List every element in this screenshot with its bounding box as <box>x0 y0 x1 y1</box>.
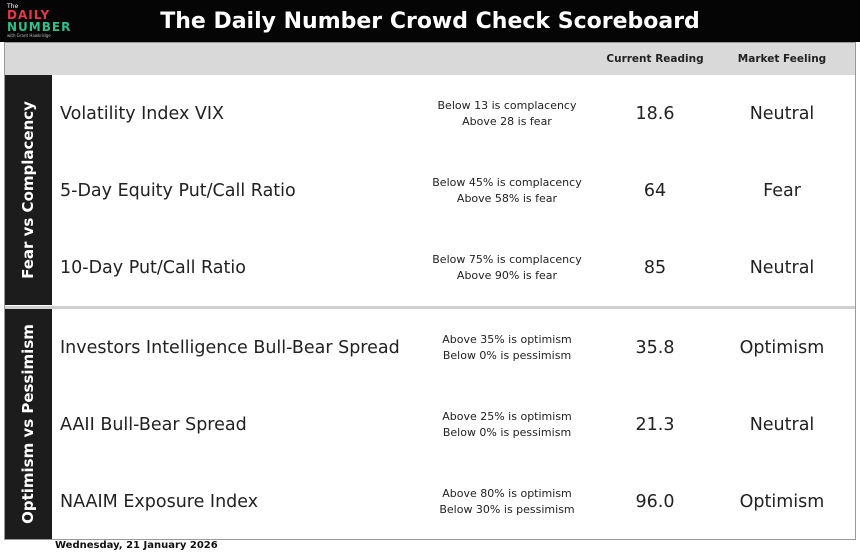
reading: 85 <box>643 257 667 278</box>
feeling: Optimism <box>739 491 825 512</box>
reading: 64 <box>643 180 667 201</box>
feeling: Neutral <box>749 103 815 124</box>
reading: 96.0 <box>635 491 675 512</box>
indicator: AAII Bull-Bear Spread <box>60 414 247 435</box>
date: Wednesday, 21 January 2026 <box>55 540 218 551</box>
logo-text: DAILY <box>7 8 51 22</box>
section-band <box>5 75 52 305</box>
threshold: Above 58% is fear <box>456 191 558 205</box>
reading: 18.6 <box>635 103 675 124</box>
threshold: Above 80% is optimism <box>442 486 572 500</box>
section-band <box>5 309 52 539</box>
feeling: Fear <box>763 180 801 201</box>
threshold: Above 28 is fear <box>462 114 552 128</box>
threshold: Below 13 is complacency <box>437 98 577 112</box>
title-bar <box>0 0 860 42</box>
feeling: Optimism <box>739 337 825 358</box>
threshold: Below 75% is complacency <box>432 252 582 266</box>
indicator: 5-Day Equity Put/Call Ratio <box>60 180 296 201</box>
threshold: Below 45% is complacency <box>432 175 582 189</box>
feeling: Neutral <box>749 414 815 435</box>
logo-tagline: with Grant Hawkridge <box>7 33 51 38</box>
indicator: 10-Day Put/Call Ratio <box>60 257 246 278</box>
table-frame <box>4 42 856 540</box>
title: The Daily Number Crowd Check Scoreboard <box>160 9 700 34</box>
indicator: Investors Intelligence Bull-Bear Spread <box>60 337 400 358</box>
threshold: Below 0% is pessimism <box>442 425 572 439</box>
reading: 35.8 <box>635 337 675 358</box>
logo-text: The <box>7 3 19 10</box>
section-label: Optimism vs Pessimism <box>19 324 37 524</box>
threshold: Below 30% is pessimism <box>439 502 575 516</box>
threshold: Above 35% is optimism <box>442 332 572 346</box>
column-header: Current Reading <box>606 53 704 65</box>
threshold: Below 0% is pessimism <box>442 348 572 362</box>
threshold: Above 25% is optimism <box>442 409 572 423</box>
reading: 21.3 <box>635 414 675 435</box>
feeling: Neutral <box>749 257 815 278</box>
indicator: Volatility Index VIX <box>60 103 224 124</box>
section-divider <box>5 306 855 309</box>
section-label: Fear vs Complacency <box>19 101 37 279</box>
column-header: Market Feeling <box>737 53 827 65</box>
logo-text: NUMBER <box>7 20 72 34</box>
header-row <box>5 43 855 75</box>
indicator: NAAIM Exposure Index <box>60 491 259 512</box>
threshold: Above 90% is fear <box>456 268 558 282</box>
